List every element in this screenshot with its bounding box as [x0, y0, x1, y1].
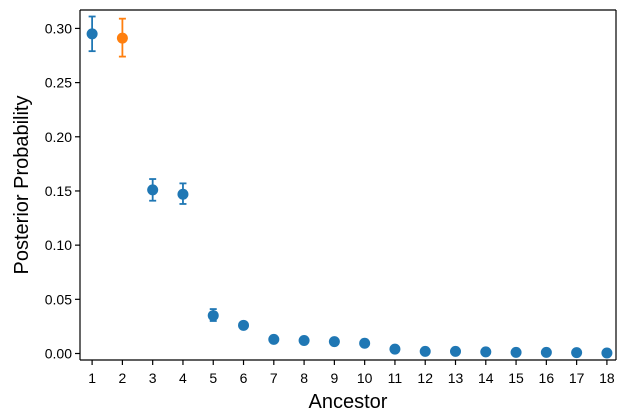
y-axis-title: Posterior Probability — [11, 96, 33, 275]
x-tick-label: 10 — [357, 370, 373, 386]
x-tick-label: 4 — [179, 370, 187, 386]
data-point — [510, 346, 522, 358]
data-point — [147, 184, 159, 196]
x-tick-label: 18 — [599, 370, 615, 386]
y-tick-label: 0.25 — [45, 75, 72, 91]
data-point — [268, 333, 280, 345]
data-point — [359, 337, 371, 349]
data-point — [450, 345, 462, 357]
x-tick-label: 15 — [508, 370, 524, 386]
y-tick-label: 0.05 — [45, 291, 72, 307]
chart-axes: 0.000.050.100.150.200.250.301 2 3 4 5 6 7 8 9 10 1… — [45, 9, 617, 386]
data-point — [419, 345, 431, 357]
data-point — [540, 346, 552, 358]
x-tick-label: 17 — [569, 370, 585, 386]
data-point — [328, 336, 340, 348]
data-point — [480, 346, 492, 358]
x-tick-label: 3 — [149, 370, 157, 386]
data-point — [389, 343, 401, 355]
x-axis-title: Ancestor — [309, 391, 388, 412]
data-point — [86, 28, 98, 40]
x-tick-label: 12 — [417, 370, 433, 386]
chart-marks — [86, 15, 613, 359]
y-tick-label: 0.30 — [45, 20, 72, 36]
x-tick-label: 6 — [240, 370, 248, 386]
data-point — [207, 310, 219, 322]
x-tick-label: 2 — [118, 370, 126, 386]
x-tick-label: 1 — [88, 370, 96, 386]
y-tick-label: 0.10 — [45, 237, 72, 253]
x-tick-label: 13 — [448, 370, 464, 386]
data-point — [116, 32, 128, 44]
y-tick-label: 0.20 — [45, 129, 72, 145]
x-tick-label: 5 — [209, 370, 217, 386]
y-tick-label: 0.00 — [45, 345, 72, 361]
x-tick-label: 14 — [478, 370, 494, 386]
data-point — [238, 319, 250, 331]
x-tick-label: 16 — [539, 370, 555, 386]
data-point — [298, 334, 310, 346]
data-point — [571, 347, 583, 359]
data-point — [177, 188, 189, 200]
x-tick-label: 7 — [270, 370, 278, 386]
x-tick-label: 8 — [300, 370, 308, 386]
y-tick-label: 0.15 — [45, 183, 72, 199]
x-tick-label: 9 — [330, 370, 338, 386]
x-tick-label: 11 — [388, 370, 403, 386]
data-point — [601, 347, 613, 359]
